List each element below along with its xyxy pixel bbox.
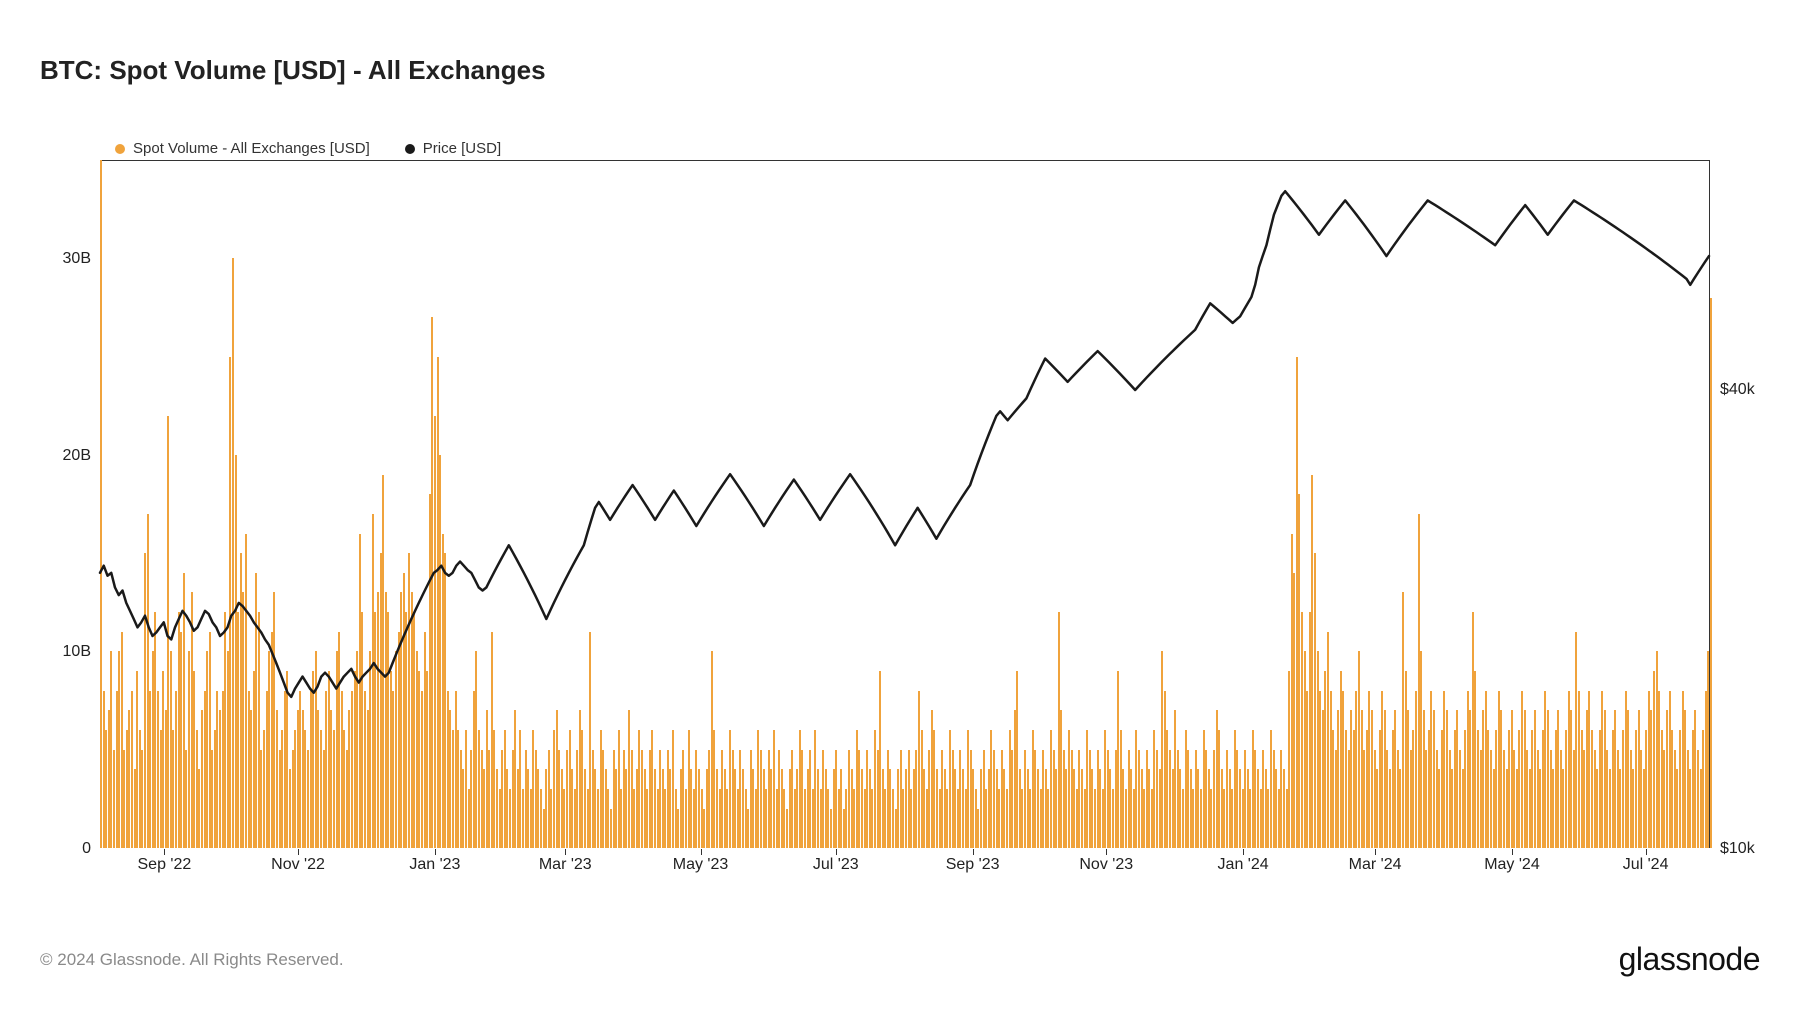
y-right-tick-label: $10k [1720,840,1755,858]
x-tick-label: Mar '23 [539,856,592,874]
x-tick-label: Jan '24 [1218,856,1269,874]
x-tick [1512,849,1513,855]
x-tick-label: Sep '22 [138,856,192,874]
x-tick [435,849,436,855]
x-tick [701,849,702,855]
chart-title: BTC: Spot Volume [USD] - All Exchanges [40,55,546,86]
x-tick [973,849,974,855]
legend-dot-volume [115,144,125,154]
brand-logo: glassnode [1619,941,1760,978]
legend: Spot Volume - All Exchanges [USD] Price … [115,140,501,157]
x-tick [1646,849,1647,855]
y-left-tick-label: 10B [31,643,91,661]
x-tick-label: Nov '22 [271,856,325,874]
x-tick-label: Jul '24 [1623,856,1669,874]
x-tick [1375,849,1376,855]
x-tick [1243,849,1244,855]
legend-label-volume: Spot Volume - All Exchanges [USD] [133,140,370,157]
x-tick-label: Nov '23 [1079,856,1133,874]
legend-label-price: Price [USD] [423,140,501,157]
legend-item-price: Price [USD] [405,140,501,157]
x-tick-label: Sep '23 [946,856,1000,874]
x-tick-label: May '24 [1484,856,1540,874]
x-tick-label: May '23 [673,856,729,874]
chart-plot-area: 010B20B30B $10k$40k Sep '22Nov '22Jan '2… [100,160,1710,848]
footer: © 2024 Glassnode. All Rights Reserved. g… [40,941,1760,978]
x-tick [164,849,165,855]
x-tick [1106,849,1107,855]
y-left-tick-label: 30B [31,250,91,268]
price-line [100,161,1709,848]
y-right-tick-label: $40k [1720,381,1755,399]
copyright-text: © 2024 Glassnode. All Rights Reserved. [40,950,344,970]
volume-bar [1710,298,1712,848]
x-tick [836,849,837,855]
x-tick-label: Mar '24 [1349,856,1402,874]
x-tick [298,849,299,855]
y-left-tick-label: 20B [31,447,91,465]
y-left-tick-label: 0 [31,840,91,858]
legend-item-volume: Spot Volume - All Exchanges [USD] [115,140,370,157]
x-tick [565,849,566,855]
legend-dot-price [405,144,415,154]
x-tick-label: Jul '23 [813,856,859,874]
x-tick-label: Jan '23 [409,856,460,874]
